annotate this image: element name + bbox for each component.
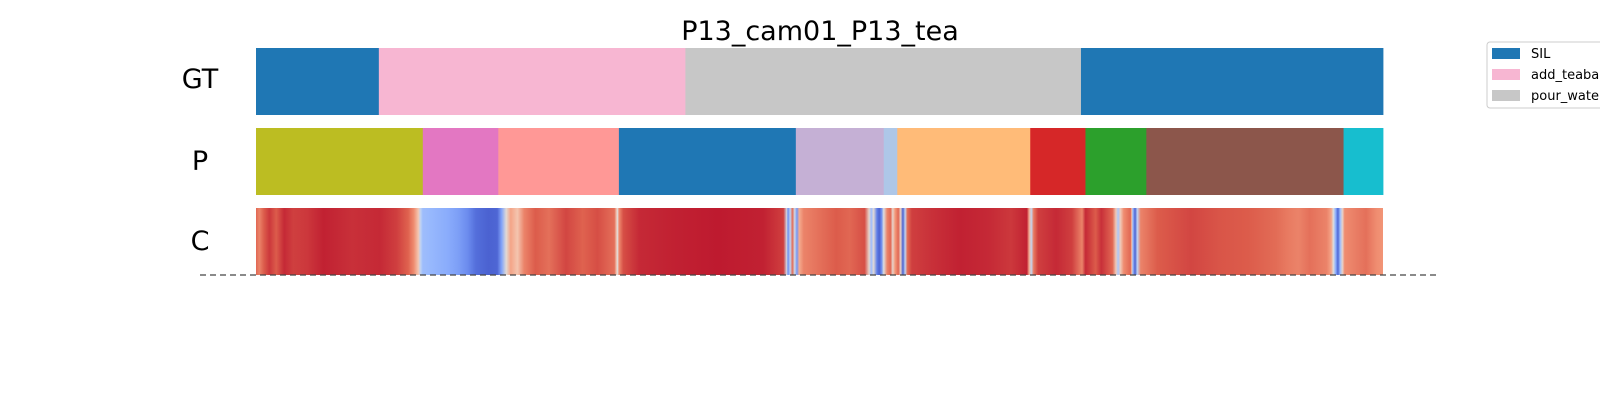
- legend: SIL add_teabag pour_water: [1486, 41, 1600, 109]
- gt-segment-2: [378, 48, 686, 115]
- prediction-segment-4: [618, 128, 797, 195]
- prediction-segment-8: [1030, 128, 1086, 195]
- chart-title: P13_cam01_P13_tea: [681, 16, 959, 47]
- gt-segment-4: [1080, 48, 1384, 115]
- prediction-segment-10: [1146, 128, 1344, 195]
- gt-segment-3: [685, 48, 1082, 115]
- legend-swatch-pour-water: [1492, 90, 1520, 101]
- gt-segment-1: [256, 48, 380, 115]
- legend-swatch-sil: [1492, 48, 1520, 59]
- prediction-segment-2: [422, 128, 499, 195]
- prediction-segment-11: [1343, 128, 1384, 195]
- prediction-segment-7: [897, 128, 1031, 195]
- prediction-segment-3: [498, 128, 620, 195]
- prediction-segment-row: [256, 128, 1384, 195]
- legend-label-pour-water: pour_water: [1531, 89, 1600, 104]
- prediction-segment-6: [883, 128, 898, 195]
- legend-swatch-add-teabag: [1492, 69, 1520, 80]
- row-label-prediction: P: [192, 146, 208, 177]
- prediction-segment-9: [1085, 128, 1147, 195]
- row-label-confidence: C: [191, 226, 210, 257]
- legend-label-sil: SIL: [1531, 47, 1551, 62]
- prediction-segment-1: [256, 128, 424, 195]
- legend-label-add-teabag: add_teabag: [1531, 68, 1600, 83]
- confidence-row: [256, 208, 1383, 275]
- confidence-band: [256, 208, 1383, 275]
- prediction-segment-5: [795, 128, 885, 195]
- gt-segment-row: [256, 48, 1384, 115]
- row-label-gt: GT: [182, 64, 219, 95]
